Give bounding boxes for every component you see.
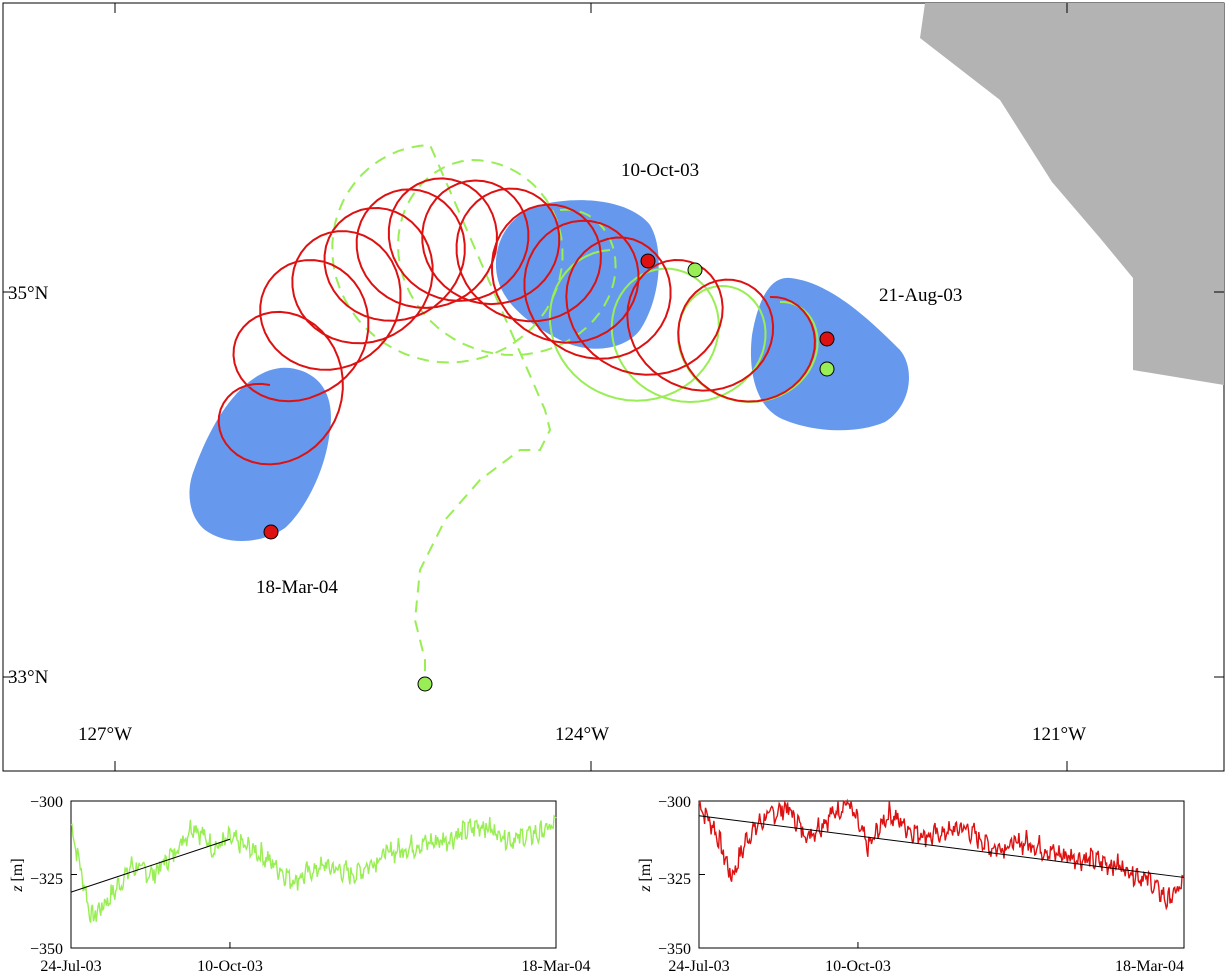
left-xtick-24-jul-03: 24-Jul-03 [40,958,101,974]
right-ytick-300: −300 [658,794,691,811]
trend-line [70,838,231,893]
date-label-18-mar-04: 18-Mar-04 [256,577,338,598]
red-float-track [217,177,816,466]
lat-label-35: 35°N [8,283,49,304]
green-float-mid-marker [687,262,703,278]
right-ytick-350: −350 [658,941,691,958]
red-float-start-marker [819,331,835,347]
lon-label-124: 124°W [555,724,609,745]
left-ylabel: z [m] [9,858,26,892]
right-depth-chart: −300 −325 −350 24-Jul-03 10-Oct-03 18-Ma… [637,794,1185,974]
left-depth-chart: −300 −325 −350 24-Jul-03 10-Oct-03 18-Ma… [9,794,591,974]
coastline-land [920,3,1224,385]
date-label-10-oct-03: 10-Oct-03 [621,160,699,181]
red-float-mid-marker [640,253,656,269]
lon-label-121: 121°W [1032,724,1086,745]
green-float-dashed-path [331,143,617,684]
left-xtick-18-mar-04: 18-Mar-04 [522,958,591,974]
map-ticks [3,3,1224,771]
left-chart-plot [70,800,557,949]
depth-series-line [698,798,1185,911]
left-ytick-350: −350 [30,941,63,958]
right-xtick-10-oct-03: 10-Oct-03 [825,958,891,974]
depth-series-line [70,814,557,923]
right-xtick-24-jul-03: 24-Jul-03 [668,958,729,974]
left-ytick-325: −325 [30,871,63,888]
left-ytick-300: −300 [30,794,63,811]
green-float-start-marker [417,676,433,692]
eddy-patch-east [750,277,909,431]
left-xtick-10-oct-03: 10-Oct-03 [197,958,263,974]
lat-label-33: 33°N [8,667,49,688]
right-chart-frame [698,800,1185,949]
right-chart-plot [698,798,1185,949]
green-float-dashed-track [331,143,617,684]
lon-label-127: 127°W [78,724,132,745]
red-float-path [217,177,816,466]
date-label-21-aug-03: 21-Aug-03 [879,285,962,306]
trend-line [698,815,1185,878]
right-xtick-18-mar-04: 18-Mar-04 [1115,958,1184,974]
eddy-patch-west [189,367,331,542]
right-ylabel: z [m] [637,858,654,892]
map-panel: 35°N 33°N 127°W 124°W 121°W 10-Oct-03 21… [2,2,1225,772]
red-float-end-marker [263,524,279,540]
right-ytick-325: −325 [658,871,691,888]
green-float-end-marker [819,361,835,377]
